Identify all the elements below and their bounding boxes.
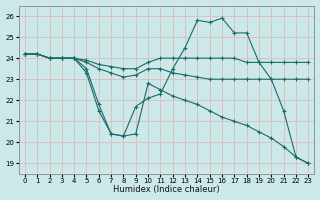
X-axis label: Humidex (Indice chaleur): Humidex (Indice chaleur) — [113, 185, 220, 194]
